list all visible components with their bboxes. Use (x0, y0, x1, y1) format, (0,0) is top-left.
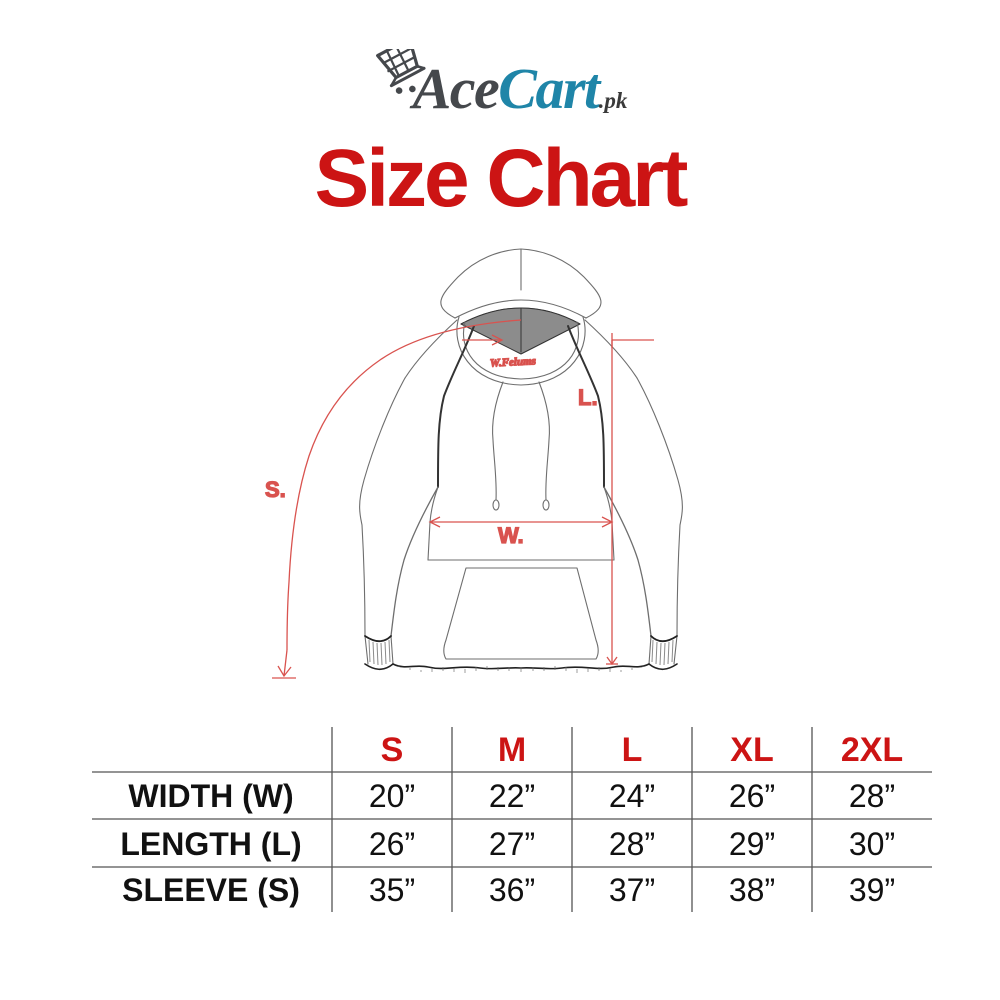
svg-text:L.: L. (578, 385, 598, 410)
svg-text:W.Felums: W.Felums (490, 355, 537, 369)
svg-text:S.: S. (265, 477, 286, 502)
svg-text:W.: W. (498, 523, 524, 548)
